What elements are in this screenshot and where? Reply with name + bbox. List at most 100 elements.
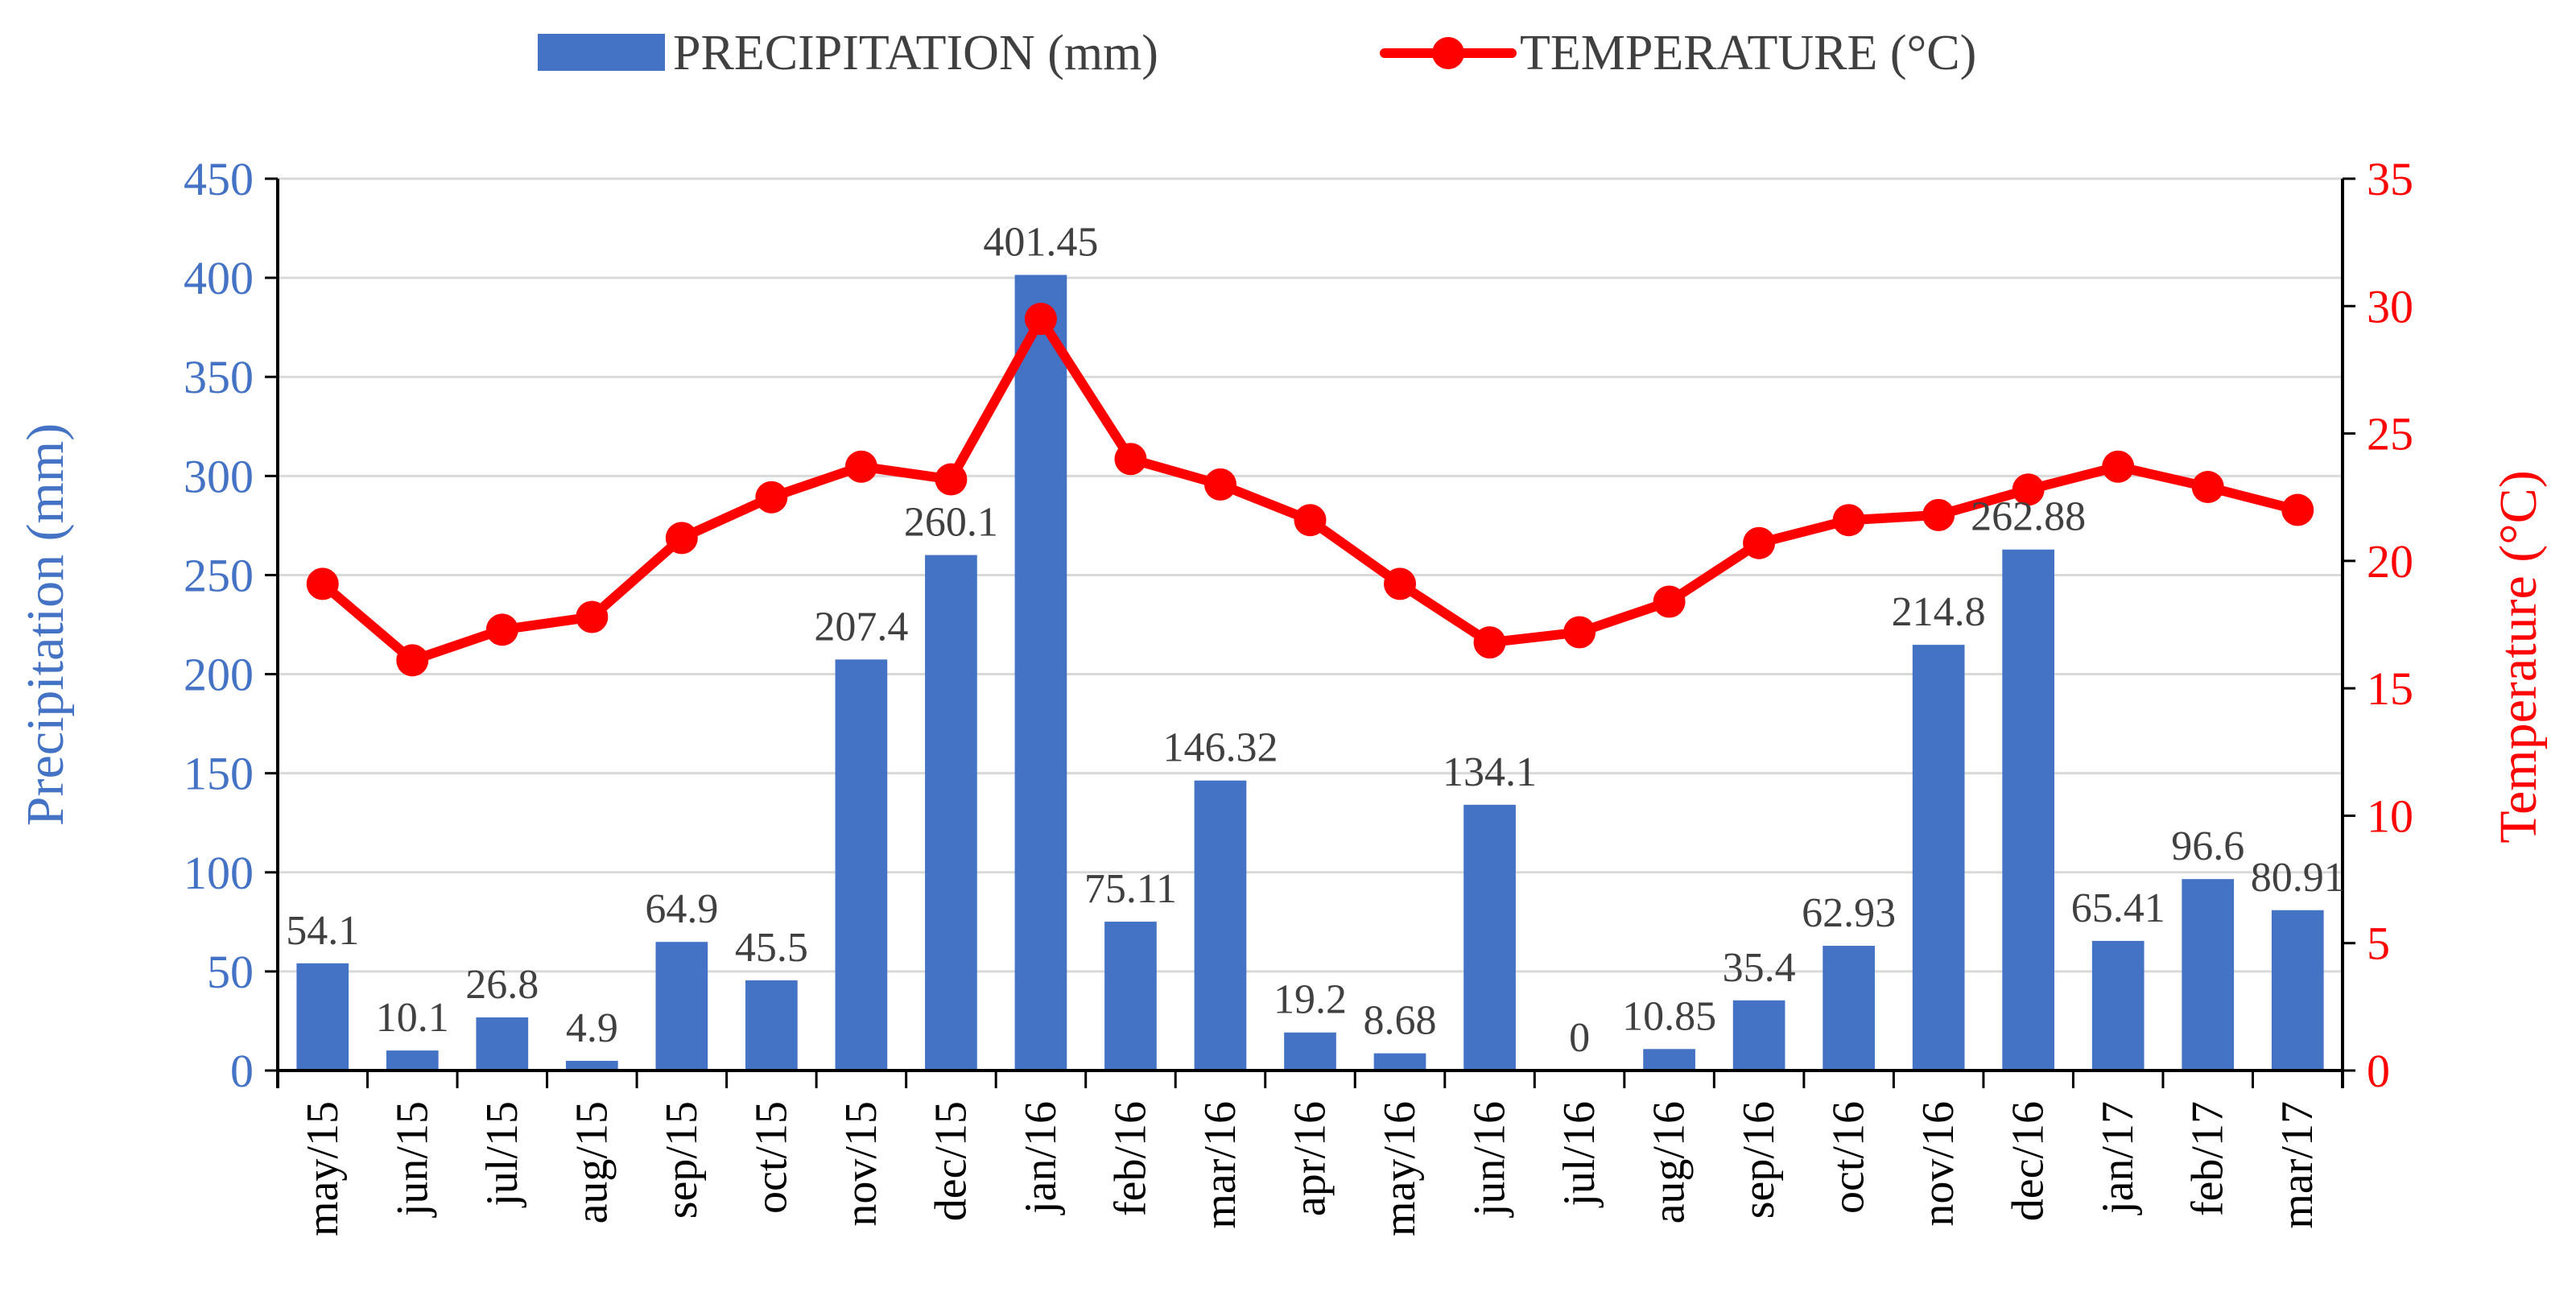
data-label: 75.11 [1084,866,1177,912]
x-tick-label: mar/17 [2273,1101,2322,1229]
temperature-point [844,450,877,483]
temperature-point [1832,504,1865,537]
data-label: 96.6 [2171,823,2244,869]
bar [476,1017,529,1071]
right-axis-ticks: 0 5 10 15 20 25 30 35 [2343,153,2413,1097]
data-label: 19.2 [1274,977,1347,1023]
data-label: 4.9 [566,1005,618,1051]
gridlines [278,177,2343,973]
temperature-point [1114,443,1147,476]
temperature-point [1743,526,1776,559]
axes [276,179,2344,1088]
x-tick-label: sep/16 [1734,1101,1784,1219]
x-tick-label: may/16 [1375,1101,1425,1236]
bar [655,942,708,1071]
left-tick-label: 0 [230,1045,254,1097]
bar [835,659,888,1071]
x-tick-label: oct/16 [1824,1101,1874,1214]
left-tick-label: 350 [184,351,254,403]
x-tick-label: dec/16 [2004,1101,2054,1221]
x-tick-label: nov/15 [836,1101,886,1227]
bar [1284,1032,1336,1071]
bar [1194,780,1247,1071]
data-label: 62.93 [1802,890,1896,936]
right-tick-label: 30 [2367,280,2413,332]
legend-swatch-precipitation [538,34,665,71]
bar [1014,274,1067,1071]
x-tick-label: feb/17 [2183,1101,2233,1216]
x-tick-label: nov/16 [1913,1101,1963,1227]
temperature-point [485,613,518,646]
bar [2002,549,2055,1071]
precipitation-bars [296,274,2324,1071]
bar [1912,645,1965,1071]
x-tick-label: jan/16 [1016,1101,1066,1215]
legend-label-temperature: TEMPERATURE (°C) [1520,26,1976,80]
temperature-point [1024,303,1057,336]
temperature-point [1653,585,1686,618]
y-axis-title-temperature: Temperature (°C) [2489,470,2548,843]
temperature-point [665,522,698,555]
data-label: 10.1 [376,995,449,1041]
data-label: 54.1 [286,908,359,954]
temperature-point [576,600,609,633]
data-label: 262.88 [1971,494,2086,540]
data-label: 65.41 [2071,885,2165,931]
left-tick-label: 300 [184,450,254,502]
right-tick-label: 10 [2367,790,2413,842]
x-tick-label: sep/15 [657,1101,707,1219]
left-tick-label: 250 [184,549,254,601]
temperature-point [2102,450,2135,483]
data-label: 134.1 [1443,749,1537,795]
x-tick-label: jun/15 [387,1101,437,1218]
temperature-point [306,567,339,600]
x-tick-label: dec/15 [926,1101,976,1221]
temperature-point [1384,567,1417,600]
bar [1732,1000,1785,1071]
right-tick-label: 20 [2367,535,2413,588]
temperature-point [1563,616,1596,649]
data-label: 45.5 [735,925,808,971]
temperature-line [317,314,2303,666]
bar [565,1060,618,1071]
right-tick-label: 35 [2367,153,2413,205]
legend-label-precipitation: PRECIPITATION (mm) [673,26,1158,80]
bar [745,980,798,1071]
bar [296,963,349,1071]
temperature-point [935,463,968,496]
temperature-point [2191,471,2224,504]
bar [1823,946,1875,1071]
x-tick-label: apr/16 [1286,1101,1335,1216]
x-tick-label: aug/16 [1645,1101,1695,1223]
temperature-point [2281,493,2314,526]
left-tick-label: 150 [184,748,254,800]
bar [1373,1053,1426,1071]
left-tick-label: 50 [207,946,254,998]
right-tick-label: 25 [2367,408,2413,460]
temperature-point [755,481,788,514]
bar [2182,879,2235,1071]
temperature-point [1473,626,1506,659]
y-axis-title-precipitation: Precipitation (mm) [16,423,75,826]
temperature-point [1294,504,1327,537]
x-tick-label: jul/15 [477,1101,527,1208]
data-label: 214.8 [1892,589,1986,635]
precipitation-data-labels: 54.1 10.1 26.8 4.9 64.9 45.5 207.4 260.1 401.45 7… [286,220,2344,1061]
temperature-point [1203,468,1236,501]
temperature-series [306,303,2314,677]
data-label: 146.32 [1162,725,1278,771]
x-tick-label: feb/16 [1105,1101,1155,1216]
bar [925,555,977,1071]
left-tick-label: 200 [184,649,254,701]
x-tick-label: jun/16 [1465,1101,1515,1218]
temperature-point [2012,473,2045,506]
data-label: 10.85 [1622,993,1716,1039]
x-tick-label: aug/15 [567,1101,617,1223]
right-tick-label: 15 [2367,662,2413,715]
data-label: 35.4 [1723,945,1796,991]
right-tick-label: 5 [2367,918,2390,970]
x-axis-ticks: may/15 jun/15 jul/15 aug/15 sep/15 oct/15 nov/… [276,1071,2344,1236]
legend-swatch-temperature-marker [1432,37,1464,69]
data-label: 80.91 [2251,855,2345,901]
